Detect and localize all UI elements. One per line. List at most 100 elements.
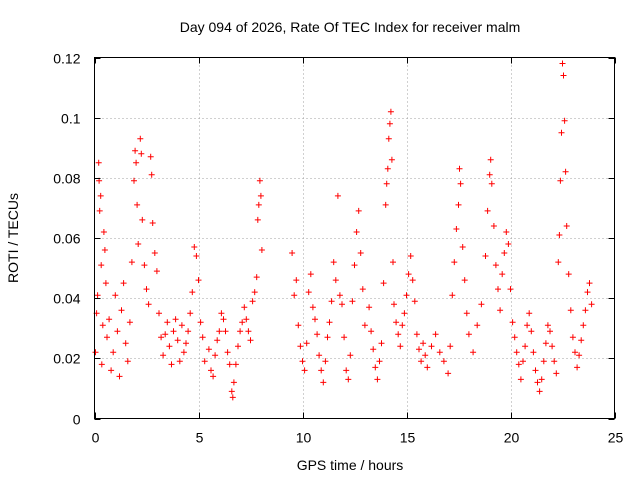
data-point	[95, 159, 102, 166]
data-point	[170, 328, 177, 335]
data-point	[440, 358, 447, 365]
data-point	[397, 343, 404, 350]
data-point	[330, 259, 337, 266]
data-point	[401, 310, 408, 317]
data-point	[382, 201, 389, 208]
data-point	[503, 229, 510, 235]
data-point	[341, 334, 348, 341]
data-point	[411, 298, 418, 305]
data-point	[374, 376, 381, 383]
data-point	[226, 361, 233, 368]
data-point	[436, 349, 443, 356]
data-point	[245, 328, 252, 335]
data-point	[112, 292, 119, 299]
data-point	[241, 304, 248, 311]
data-point	[133, 159, 140, 166]
data-point	[176, 358, 183, 365]
data-point	[183, 340, 189, 347]
data-point	[558, 129, 565, 136]
data-point	[390, 259, 396, 266]
data-point	[116, 373, 123, 380]
data-point	[456, 165, 463, 172]
data-point	[104, 334, 110, 341]
data-point	[147, 153, 154, 160]
data-point	[422, 352, 429, 359]
data-point	[351, 262, 358, 269]
data-point	[578, 337, 585, 344]
data-point	[349, 298, 356, 305]
data-point	[120, 280, 127, 287]
data-point	[551, 358, 558, 365]
data-point	[185, 328, 192, 335]
x-axis-title: GPS time / hours	[297, 457, 404, 473]
x-tick-label: 15	[400, 430, 416, 446]
data-point	[328, 298, 335, 305]
data-point	[199, 334, 206, 341]
data-point	[540, 358, 547, 365]
data-point	[407, 253, 414, 259]
data-point	[372, 364, 379, 371]
data-point	[393, 319, 400, 326]
data-point	[405, 271, 412, 278]
data-point	[98, 262, 105, 269]
data-point	[355, 207, 362, 214]
data-point	[501, 250, 508, 256]
data-point	[366, 304, 373, 311]
plot-frame	[94, 57, 615, 419]
data-point	[565, 271, 572, 278]
x-tick-label: 0	[92, 430, 100, 446]
data-point	[135, 241, 142, 247]
y-axis-title: ROTI / TECUs	[5, 193, 21, 283]
data-point	[555, 259, 562, 266]
data-point	[497, 307, 504, 314]
data-point	[126, 319, 133, 326]
data-point	[386, 120, 393, 127]
y-tick-label: 0	[73, 412, 81, 428]
data-point	[297, 343, 304, 350]
data-point	[526, 310, 533, 317]
data-point	[451, 259, 458, 266]
data-point	[210, 373, 217, 380]
data-point	[574, 364, 581, 371]
y-tick-label: 0.04	[53, 291, 80, 307]
data-point	[295, 322, 302, 329]
data-point	[156, 310, 162, 317]
data-point	[191, 244, 198, 250]
data-point	[457, 180, 464, 187]
data-point	[299, 358, 306, 365]
data-point	[403, 292, 410, 299]
data-point	[562, 168, 569, 175]
data-point	[97, 192, 104, 199]
data-point	[359, 286, 366, 293]
data-point	[254, 216, 261, 223]
data-point	[131, 177, 137, 184]
data-point	[326, 319, 333, 326]
data-point	[139, 216, 146, 223]
data-point	[576, 352, 583, 359]
data-point	[137, 135, 144, 142]
data-point	[478, 301, 485, 308]
data-point	[293, 277, 300, 284]
x-tick-label: 25	[608, 430, 624, 446]
data-point	[470, 349, 477, 356]
data-point	[164, 319, 171, 326]
data-point	[563, 223, 570, 229]
data-point	[447, 343, 454, 350]
data-point	[534, 379, 541, 386]
data-point	[549, 343, 556, 350]
data-point	[343, 367, 350, 374]
data-point	[515, 361, 522, 368]
data-point	[453, 226, 460, 232]
data-point	[461, 277, 468, 284]
data-point	[413, 331, 420, 338]
data-point	[145, 301, 152, 308]
data-point	[409, 277, 416, 284]
data-point	[318, 367, 325, 374]
data-point	[134, 201, 141, 208]
data-point	[178, 322, 185, 329]
data-point	[424, 364, 431, 371]
x-tick-label: 10	[296, 430, 312, 446]
data-point	[228, 388, 235, 395]
data-point	[361, 322, 368, 329]
